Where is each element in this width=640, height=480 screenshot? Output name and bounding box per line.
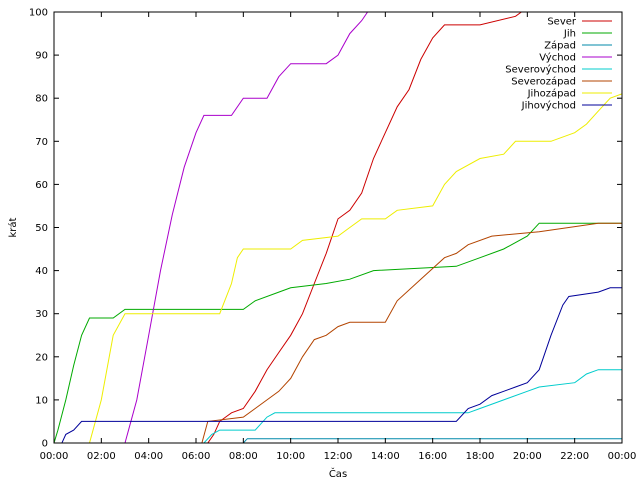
x-tick-label: 04:00 [134,451,163,462]
y-tick-label: 100 [29,8,48,19]
x-tick-label: 16:00 [418,451,447,462]
y-tick-label: 80 [35,94,48,105]
x-tick-label: 00:00 [40,451,69,462]
legend-label: Severovýchod [505,64,576,76]
series-line-3 [54,12,369,443]
x-tick-label: 06:00 [182,451,211,462]
x-tick-label: 02:00 [87,451,116,462]
x-tick-label: 08:00 [229,451,258,462]
y-tick-label: 40 [35,266,48,277]
x-tick-label: 10:00 [276,451,305,462]
ticks-layer: 0 10 20 30 40 50 60 70 80 90 100 00:00 02:00 04:00 06:… [29,8,637,463]
x-tick-label: 20:00 [513,451,542,462]
legend-label: Severozápad [511,76,576,88]
series-line-2 [54,438,622,443]
x-tick-label: 00:00 [608,451,637,462]
legend-label: Jihovýchod [521,100,576,112]
series-layer [54,12,622,443]
y-axis-label: krát [7,217,19,237]
legend: SeverJihZápadVýchodSeverovýchodSeverozáp… [505,17,612,112]
x-tick-label: 22:00 [560,451,589,462]
legend-label: Sever [547,17,577,28]
y-tick-label: 60 [35,180,48,191]
series-line-6 [54,93,622,443]
series-line-4 [54,369,622,443]
x-axis-label: Čas [329,467,347,480]
y-tick-label: 50 [35,223,48,234]
legend-label: Východ [539,52,576,64]
legend-label: Jihozápad [527,88,576,100]
x-tick-label: 18:00 [466,451,495,462]
y-tick-label: 0 [42,439,48,450]
legend-label: Jih [563,29,576,40]
y-tick-label: 10 [35,395,48,406]
series-line-7 [54,287,622,443]
series-line-5 [54,222,622,443]
y-tick-label: 20 [35,352,48,363]
legend-label: Západ [544,40,576,52]
series-line-0 [54,12,522,443]
y-tick-label: 90 [35,51,48,62]
y-tick-label: 70 [35,137,48,148]
y-tick-label: 30 [35,309,48,320]
series-line-1 [54,222,622,443]
x-tick-label: 12:00 [324,451,353,462]
x-tick-label: 14:00 [371,451,400,462]
